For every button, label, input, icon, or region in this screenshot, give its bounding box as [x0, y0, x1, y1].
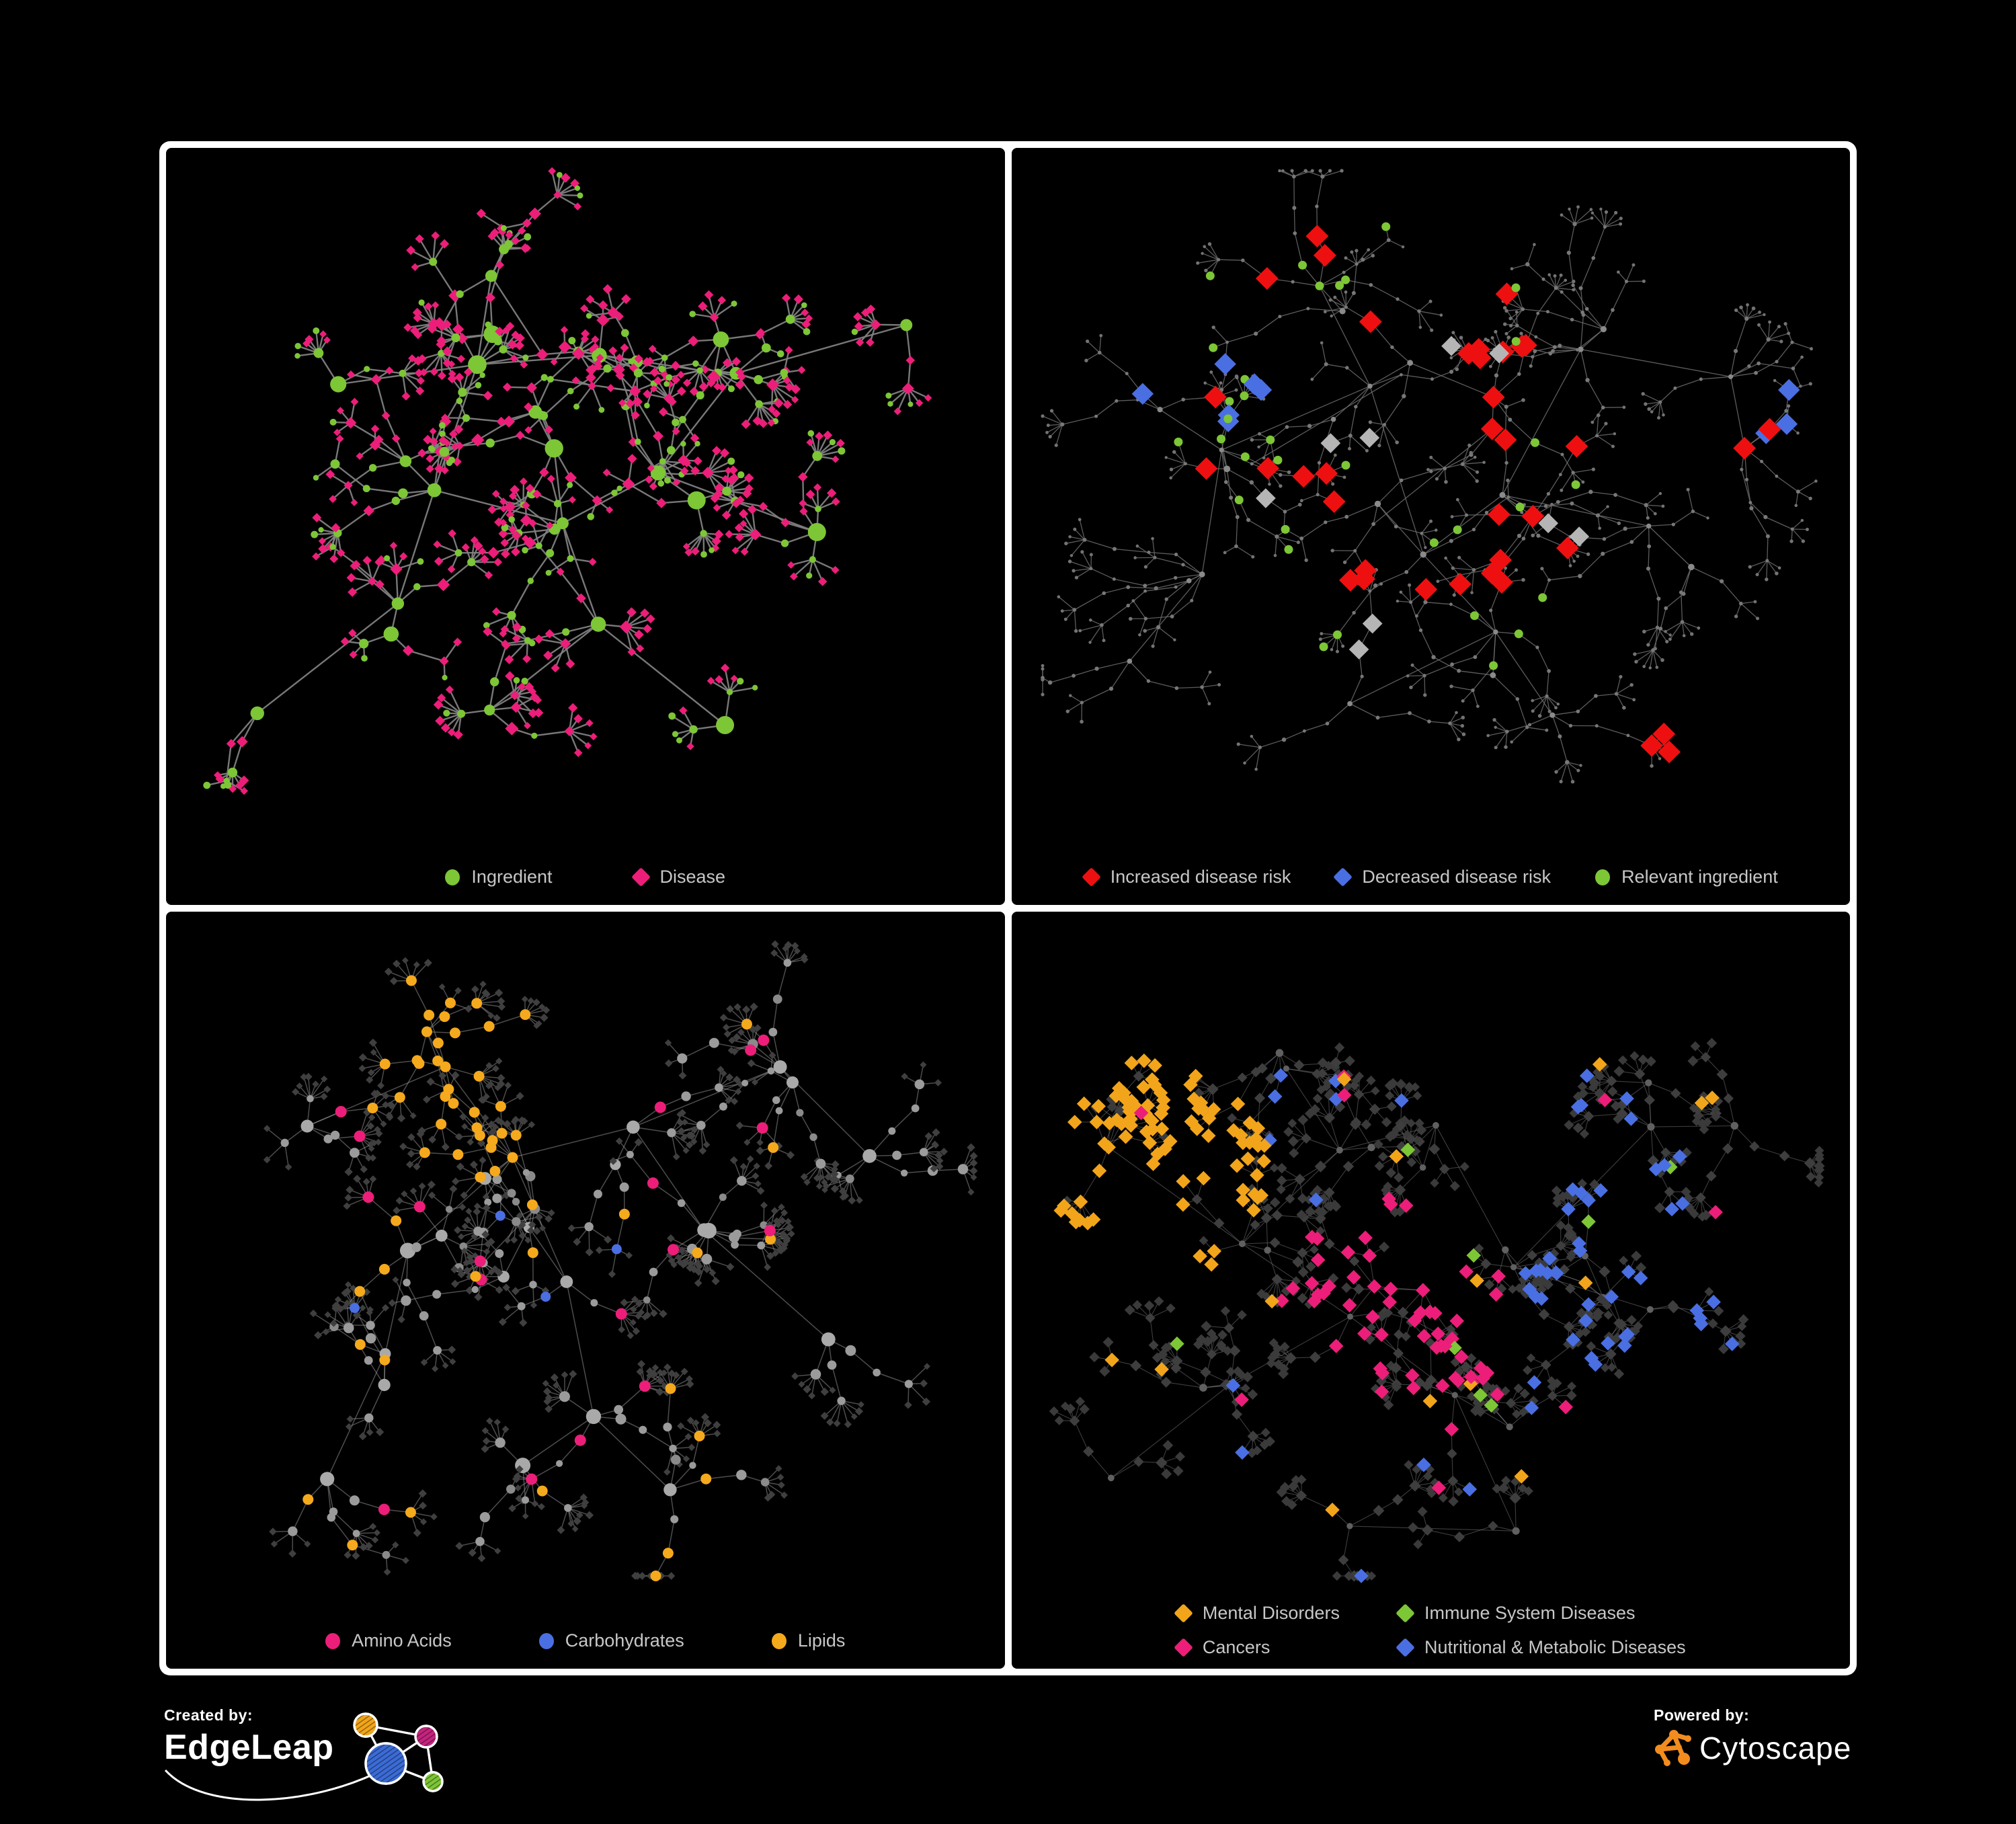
panels-grid: Ingredient Disease Increased disease risk… — [159, 141, 1857, 1675]
diamond-marker-icon — [1174, 1638, 1193, 1657]
legend-item-ingredient-disease-network-1: Disease — [633, 867, 726, 887]
panel-disease-category: Mental Disorders Cancers Immune System Dis… — [1012, 912, 1851, 1669]
network-area-ingredient-disease — [166, 148, 1005, 905]
network-graph-ingredient-disease-network — [166, 148, 1005, 905]
circle-marker-icon — [1595, 869, 1610, 885]
cytoscape-logo-icon — [1654, 1729, 1693, 1768]
legend-label: Amino Acids — [352, 1630, 452, 1651]
circle-marker-icon — [772, 1633, 787, 1649]
diamond-marker-icon — [1396, 1638, 1415, 1657]
legend-label: Increased disease risk — [1111, 867, 1291, 887]
legend-item-disease-risk-network-2: Relevant ingredient — [1595, 867, 1778, 887]
legend-label: Relevant ingredient — [1621, 867, 1778, 887]
legend-label: Decreased disease risk — [1362, 867, 1551, 887]
edgeleap-wordmark: EdgeLeap — [164, 1727, 473, 1768]
network-graph-disease-risk-network — [1012, 148, 1851, 905]
legend-disease-category: Mental Disorders Cancers Immune System Dis… — [1012, 1603, 1851, 1658]
panel-nutrient-class: Amino Acids Carbohydrates Lipids — [166, 912, 1005, 1669]
legend-item-ingredient-disease-network-0: Ingredient — [445, 867, 552, 887]
network-graph-nutrient-class-network — [166, 912, 1005, 1669]
legend-item-disease-category-network-1: Cancers — [1176, 1637, 1340, 1658]
cytoscape-wordmark: Cytoscape — [1699, 1730, 1851, 1766]
panel-ingredient-disease: Ingredient Disease — [166, 148, 1005, 905]
legend-item-disease-risk-network-1: Decreased disease risk — [1335, 867, 1551, 887]
diamond-marker-icon — [1396, 1603, 1415, 1623]
network-area-nutrient-class — [166, 912, 1005, 1669]
diamond-marker-icon — [1174, 1603, 1193, 1623]
edgeleap-branding: Created by: EdgeLeap — [164, 1706, 473, 1824]
diamond-marker-icon — [631, 867, 651, 887]
panel-disease-risk: Increased disease risk Decreased disease … — [1012, 148, 1851, 905]
diamond-marker-icon — [1082, 867, 1101, 887]
legend-nutrient-class: Amino Acids Carbohydrates Lipids — [166, 1630, 1005, 1651]
network-graph-disease-category-network — [1012, 912, 1851, 1669]
legend-label: Immune System Diseases — [1424, 1603, 1636, 1624]
legend-label: Mental Disorders — [1203, 1603, 1340, 1624]
created-by-label: Created by: — [164, 1706, 473, 1724]
legend-disease-risk: Increased disease risk Decreased disease … — [1012, 867, 1851, 887]
legend-label: Carbohydrates — [565, 1630, 684, 1651]
cytoscape-branding: Powered by: Cytoscape — [1654, 1706, 1855, 1768]
legend-ingredient-disease: Ingredient Disease — [166, 867, 1005, 887]
legend-item-disease-category-network-3: Nutritional & Metabolic Diseases — [1398, 1637, 1686, 1658]
circle-marker-icon — [539, 1633, 554, 1649]
circle-marker-icon — [445, 869, 460, 885]
legend-item-nutrient-class-network-2: Lipids — [772, 1630, 846, 1651]
legend-label: Nutritional & Metabolic Diseases — [1424, 1637, 1686, 1658]
legend-label: Cancers — [1203, 1637, 1271, 1658]
powered-by-label: Powered by: — [1654, 1706, 1855, 1724]
network-area-disease-category — [1012, 912, 1851, 1669]
legend-item-nutrient-class-network-1: Carbohydrates — [539, 1630, 684, 1651]
legend-item-disease-category-network-0: Mental Disorders — [1176, 1603, 1340, 1624]
legend-item-disease-risk-network-0: Increased disease risk — [1084, 867, 1291, 887]
legend-label: Lipids — [798, 1630, 846, 1651]
legend-item-disease-category-network-2: Immune System Diseases — [1398, 1603, 1686, 1624]
legend-label: Disease — [660, 867, 726, 887]
diamond-marker-icon — [1334, 867, 1353, 887]
circle-marker-icon — [325, 1633, 340, 1649]
legend-item-nutrient-class-network-0: Amino Acids — [325, 1630, 452, 1651]
legend-label: Ingredient — [471, 867, 552, 887]
network-area-disease-risk — [1012, 148, 1851, 905]
